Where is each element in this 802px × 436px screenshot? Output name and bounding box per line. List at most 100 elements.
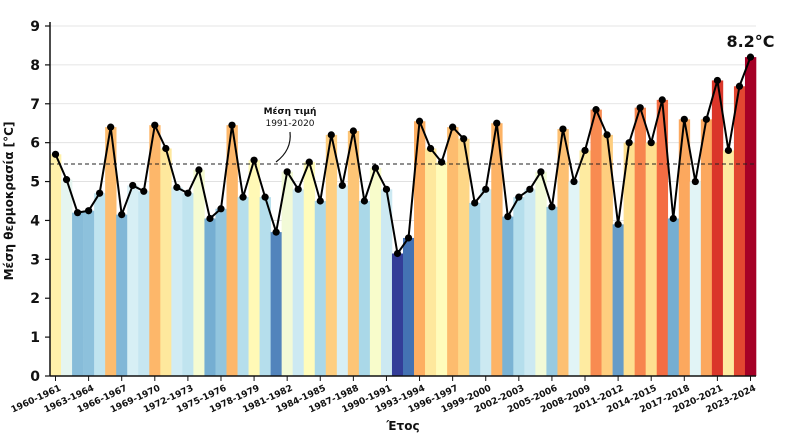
bar [358, 201, 371, 376]
bar [50, 154, 62, 376]
bar [491, 123, 503, 376]
reference-line-sublabel: 1991-2020 [265, 119, 314, 129]
bar [94, 193, 106, 376]
bar [160, 148, 172, 376]
data-point [460, 135, 468, 143]
bar [303, 162, 316, 376]
bar [391, 253, 404, 376]
data-point [746, 53, 755, 61]
data-point [647, 139, 655, 147]
bar [149, 125, 161, 377]
data-point [415, 117, 424, 125]
last-value-annotation: 8.2°C [726, 32, 774, 51]
reference-line-label: Μέση τιμή [264, 106, 317, 117]
data-point [129, 181, 137, 190]
bar [61, 179, 73, 376]
bar [237, 197, 249, 376]
series-line [54, 56, 752, 255]
data-point [504, 212, 512, 221]
bar [557, 129, 569, 376]
data-point [438, 158, 446, 166]
data-point [713, 76, 721, 85]
y-axis-title: Μέση θερμοκρασία [°C] [2, 122, 16, 281]
data-point [305, 158, 313, 166]
bar [292, 189, 305, 376]
data-point [404, 234, 413, 242]
y-tick-label: 6 [30, 136, 40, 152]
bar [502, 216, 514, 376]
data-point [73, 209, 82, 217]
bar [127, 185, 139, 376]
data-point [382, 185, 391, 193]
data-point [360, 197, 368, 205]
bar [469, 202, 481, 376]
bar [215, 208, 227, 376]
axes [49, 22, 756, 377]
bar [524, 189, 536, 376]
data-point [548, 203, 556, 211]
data-point [62, 176, 71, 184]
bar [380, 189, 393, 376]
data-point [184, 189, 192, 197]
y-tick-label: 0 [30, 369, 40, 385]
x-axis-ticks: 1960-19611963-19641966-19671969-19701972… [10, 376, 758, 415]
y-tick-label: 8 [30, 58, 40, 74]
data-point [636, 104, 644, 112]
bar [689, 181, 702, 376]
data-point [206, 214, 214, 223]
bar [369, 167, 382, 376]
reference-annotation-arrow [275, 131, 291, 163]
bar [546, 206, 558, 376]
y-tick-label: 5 [30, 175, 40, 191]
data-point [426, 144, 435, 153]
y-tick-label: 4 [30, 213, 40, 229]
bar [171, 187, 183, 376]
bar [270, 232, 282, 376]
bar [226, 125, 238, 377]
data-point [581, 146, 589, 155]
data-point [603, 131, 611, 139]
line-series [51, 53, 755, 258]
data-point [482, 185, 490, 193]
bar [403, 237, 415, 376]
data-point [250, 156, 258, 164]
bar [138, 191, 150, 376]
data-point [338, 181, 346, 190]
bar [414, 121, 426, 377]
data-point [173, 183, 181, 191]
data-point [537, 168, 545, 176]
data-point [272, 228, 280, 236]
bar [83, 210, 95, 376]
data-point [735, 82, 744, 90]
data-point [239, 193, 247, 201]
data-point [559, 125, 567, 133]
bar [678, 119, 691, 376]
bar [325, 134, 338, 376]
data-point [283, 168, 291, 176]
bar [259, 197, 271, 376]
y-tick-label: 9 [30, 19, 40, 35]
data-point [151, 121, 159, 129]
data-point [669, 214, 677, 223]
data-point [625, 139, 633, 147]
data-point [162, 144, 170, 153]
data-point [724, 146, 733, 155]
data-point [493, 119, 501, 127]
y-tick-label: 1 [30, 330, 40, 346]
data-point [327, 131, 335, 139]
data-point [96, 189, 104, 197]
y-tick-label: 3 [30, 252, 40, 268]
data-point [371, 164, 380, 172]
data-point [515, 193, 523, 201]
bar [579, 150, 591, 376]
bar [204, 218, 216, 376]
data-point [526, 185, 534, 193]
bar [601, 134, 613, 376]
bar [722, 150, 735, 376]
bar [336, 185, 349, 376]
bar [711, 80, 724, 376]
data-point [449, 123, 457, 131]
data-point [261, 193, 269, 201]
bar [72, 212, 84, 376]
data-point [702, 115, 710, 123]
